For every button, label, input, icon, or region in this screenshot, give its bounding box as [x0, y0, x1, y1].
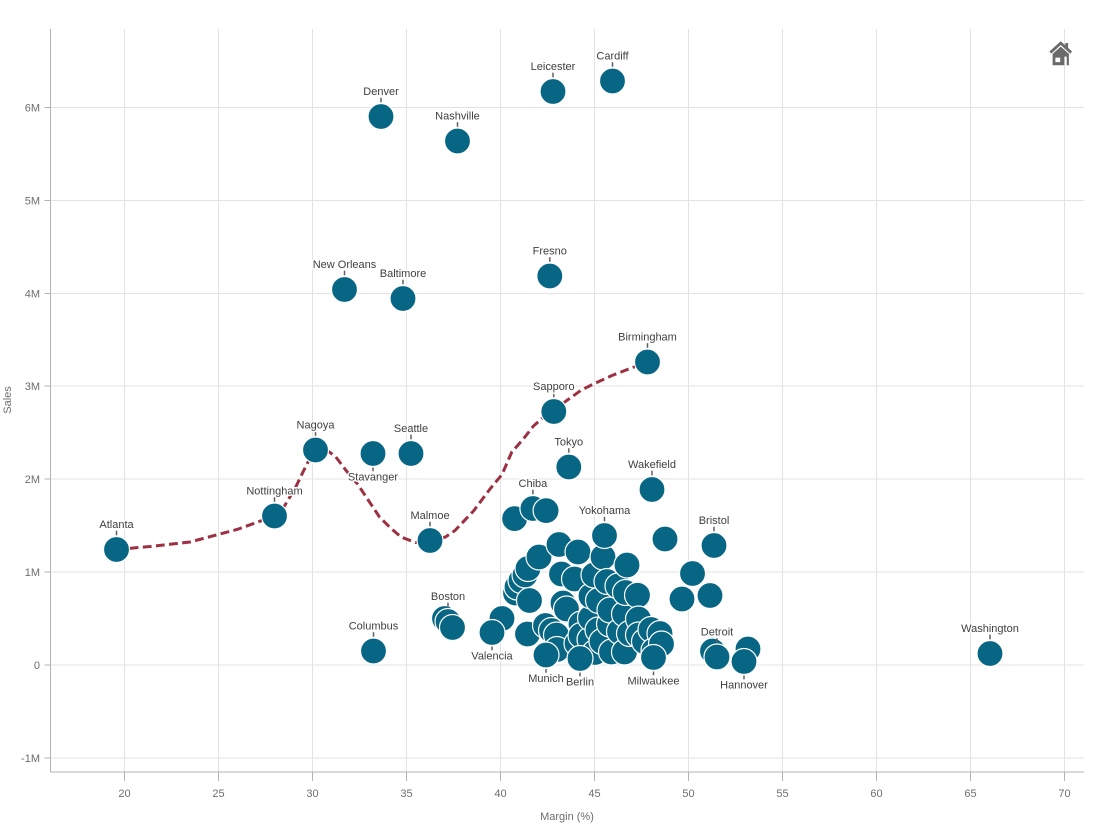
- svg-text:Tokyo: Tokyo: [554, 437, 583, 449]
- svg-text:35: 35: [400, 788, 412, 800]
- svg-text:6M: 6M: [25, 103, 40, 115]
- svg-text:3M: 3M: [25, 381, 40, 393]
- svg-text:40: 40: [494, 788, 506, 800]
- svg-text:20: 20: [118, 788, 130, 800]
- svg-text:Wakefield: Wakefield: [628, 459, 676, 471]
- svg-text:30: 30: [306, 788, 318, 800]
- svg-text:Detroit: Detroit: [701, 627, 733, 639]
- svg-text:Sapporo: Sapporo: [533, 381, 575, 393]
- svg-text:45: 45: [588, 788, 600, 800]
- svg-text:New Orleans: New Orleans: [313, 259, 377, 271]
- svg-text:Malmoe: Malmoe: [410, 510, 449, 522]
- svg-text:25: 25: [212, 788, 224, 800]
- svg-text:65: 65: [964, 788, 976, 800]
- svg-text:Columbus: Columbus: [349, 621, 399, 633]
- svg-text:2M: 2M: [25, 474, 40, 486]
- svg-text:Atlanta: Atlanta: [99, 519, 134, 531]
- svg-text:Stavanger: Stavanger: [348, 472, 398, 484]
- svg-text:Baltimore: Baltimore: [380, 268, 426, 280]
- svg-text:Yokohama: Yokohama: [579, 505, 631, 517]
- svg-text:Boston: Boston: [431, 591, 465, 603]
- svg-text:Sales: Sales: [2, 386, 14, 414]
- svg-text:Berlin: Berlin: [566, 677, 594, 689]
- svg-text:Hannover: Hannover: [720, 680, 768, 692]
- svg-text:Chiba: Chiba: [519, 478, 549, 490]
- svg-text:Valencia: Valencia: [471, 651, 513, 663]
- svg-text:Bristol: Bristol: [699, 515, 730, 527]
- svg-text:Birmingham: Birmingham: [618, 332, 677, 344]
- svg-text:Milwaukee: Milwaukee: [628, 676, 680, 688]
- svg-text:Denver: Denver: [363, 86, 399, 98]
- svg-text:Fresno: Fresno: [533, 246, 567, 258]
- svg-text:60: 60: [870, 788, 882, 800]
- svg-text:1M: 1M: [25, 567, 40, 579]
- svg-text:4M: 4M: [25, 288, 40, 300]
- svg-text:Leicester: Leicester: [531, 61, 576, 73]
- svg-text:Washington: Washington: [961, 623, 1019, 635]
- svg-text:Seattle: Seattle: [394, 423, 428, 435]
- svg-text:-1M: -1M: [21, 753, 40, 765]
- svg-text:Nashville: Nashville: [435, 111, 480, 123]
- svg-text:Margin (%): Margin (%): [540, 811, 594, 823]
- svg-text:50: 50: [682, 788, 694, 800]
- svg-text:0: 0: [34, 660, 40, 672]
- svg-text:5M: 5M: [25, 195, 40, 207]
- svg-text:Nagoya: Nagoya: [297, 420, 336, 432]
- svg-text:Cardiff: Cardiff: [596, 51, 629, 63]
- svg-text:55: 55: [776, 788, 788, 800]
- svg-text:Nottingham: Nottingham: [246, 486, 302, 498]
- svg-text:70: 70: [1058, 788, 1070, 800]
- svg-text:Munich: Munich: [528, 673, 563, 685]
